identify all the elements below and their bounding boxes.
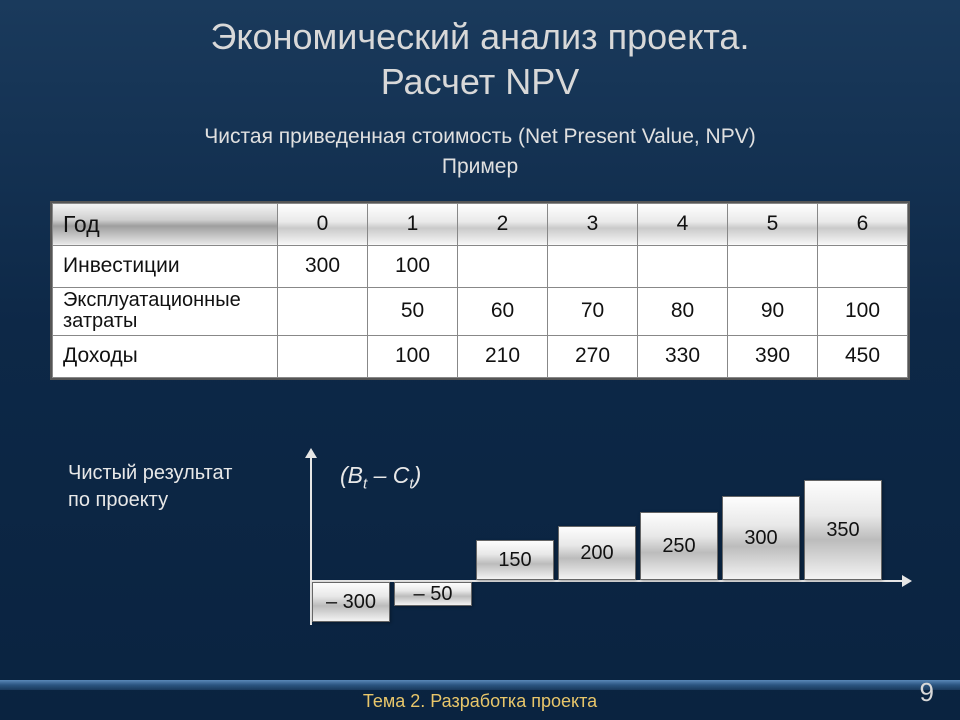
cell: 50 — [368, 287, 458, 335]
bar-4: 250 — [640, 512, 718, 580]
cell: 100 — [368, 335, 458, 377]
cell: 210 — [458, 335, 548, 377]
cell: 100 — [818, 287, 908, 335]
cell — [278, 287, 368, 335]
cell: 70 — [548, 287, 638, 335]
cell — [548, 245, 638, 287]
title-line-1: Экономический анализ проекта. — [211, 16, 750, 57]
row-label: Эксплуатационные затраты — [53, 287, 278, 335]
footer-text: Тема 2. Разработка проекта — [0, 691, 960, 712]
year-col-6: 6 — [818, 203, 908, 245]
year-col-4: 4 — [638, 203, 728, 245]
bar-3: 200 — [558, 526, 636, 580]
bar-1: – 50 — [394, 582, 472, 606]
title-line-2: Расчет NPV — [381, 61, 580, 102]
npv-table: Год0123456Инвестиции300100Эксплуатационн… — [50, 201, 910, 380]
bar-0: – 300 — [312, 582, 390, 622]
year-col-1: 1 — [368, 203, 458, 245]
slide-subtitle: Чистая приведенная стоимость (Net Presen… — [0, 122, 960, 183]
cell: 330 — [638, 335, 728, 377]
year-col-5: 5 — [728, 203, 818, 245]
page-number: 9 — [920, 677, 934, 708]
net-result-chart: – 300– 50150200250300350 — [300, 450, 920, 650]
cell — [278, 335, 368, 377]
cell: 60 — [458, 287, 548, 335]
cell — [818, 245, 908, 287]
year-col-3: 3 — [548, 203, 638, 245]
subtitle-line-2: Пример — [442, 155, 518, 178]
cell: 270 — [548, 335, 638, 377]
year-header: Год — [53, 203, 278, 245]
subtitle-line-1: Чистая приведенная стоимость (Net Presen… — [204, 125, 755, 148]
cell — [638, 245, 728, 287]
cell: 100 — [368, 245, 458, 287]
cell: 80 — [638, 287, 728, 335]
cell: 90 — [728, 287, 818, 335]
cell — [458, 245, 548, 287]
bar-2: 150 — [476, 540, 554, 580]
year-col-0: 0 — [278, 203, 368, 245]
bar-5: 300 — [722, 496, 800, 580]
cell: 300 — [278, 245, 368, 287]
row-label: Инвестиции — [53, 245, 278, 287]
cell: 450 — [818, 335, 908, 377]
slide-title: Экономический анализ проекта. Расчет NPV — [0, 0, 960, 104]
year-col-2: 2 — [458, 203, 548, 245]
net-result-label: Чистый результат по проекту — [68, 460, 232, 514]
row-label: Доходы — [53, 335, 278, 377]
cell — [728, 245, 818, 287]
cell: 390 — [728, 335, 818, 377]
bar-6: 350 — [804, 480, 882, 580]
footer-band — [0, 680, 960, 690]
